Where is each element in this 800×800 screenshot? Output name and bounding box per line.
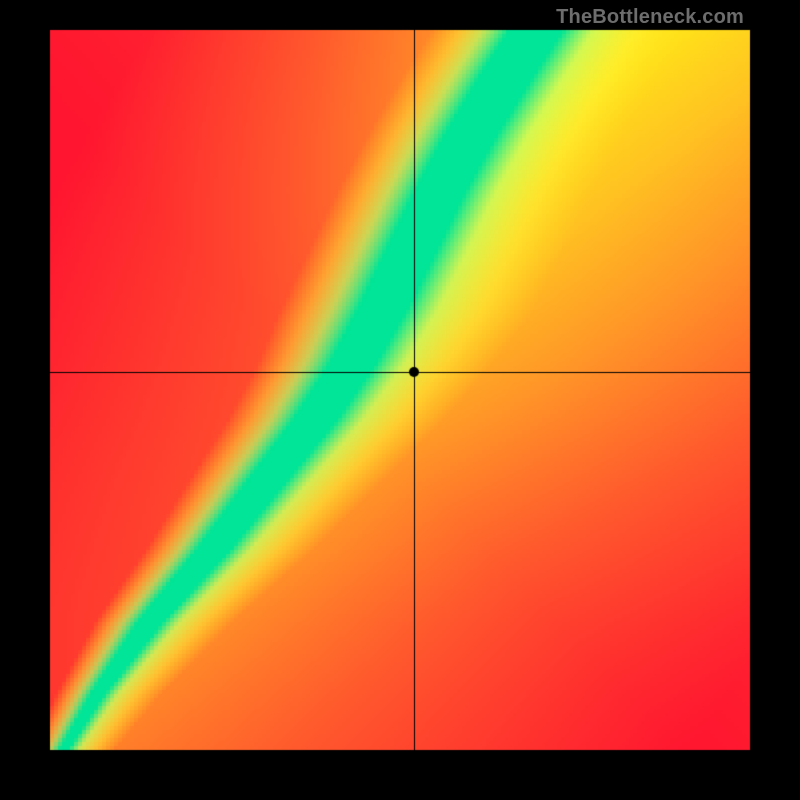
watermark-text: TheBottleneck.com	[556, 6, 744, 29]
chart-container: TheBottleneck.com	[0, 0, 800, 800]
heatmap-canvas	[0, 0, 800, 800]
